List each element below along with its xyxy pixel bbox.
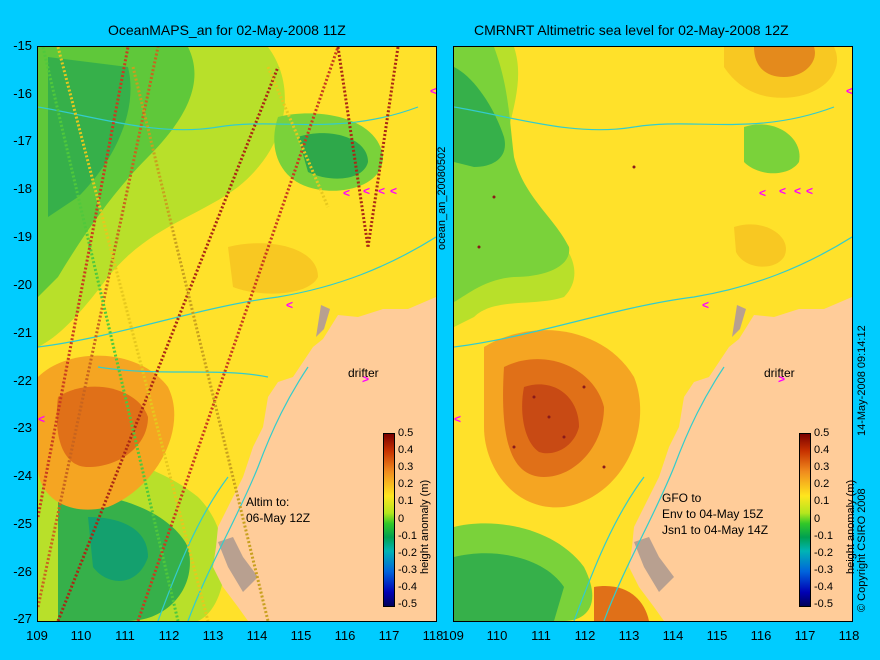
svg-text:<: <: [343, 186, 350, 200]
svg-text:<: <: [454, 412, 461, 426]
svg-text:<: <: [286, 298, 293, 312]
cb-tick: 0: [814, 513, 821, 525]
colorbar-right: [799, 433, 811, 607]
x-tick: 114: [662, 628, 684, 643]
cb-tick: -0.5: [814, 598, 833, 610]
cb-tick: 0.4: [814, 444, 830, 456]
cb-tick: -0.5: [398, 598, 417, 610]
y-tick: -22: [13, 373, 32, 388]
y-tick: -27: [13, 611, 32, 626]
y-tick: -15: [13, 38, 32, 53]
x-tick: 112: [574, 628, 596, 643]
cb-tick: 0.1: [814, 495, 830, 507]
cb-tick: -0.2: [814, 547, 833, 559]
y-tick: -25: [13, 516, 32, 531]
svg-text:<: <: [794, 184, 801, 198]
right-map-panel: < < < < < > < < drifter GFO to Env to 04…: [453, 46, 853, 622]
x-tick: 118: [422, 628, 444, 643]
date-stamp-label: 14-May-2008 09:14:12: [856, 325, 868, 436]
y-tick: -20: [13, 277, 32, 292]
svg-text:<: <: [38, 412, 45, 426]
y-tick: -23: [13, 420, 32, 435]
svg-text:<: <: [759, 186, 766, 200]
x-tick: 113: [618, 628, 640, 643]
cb-tick: -0.4: [398, 581, 417, 593]
colorbar-left: [383, 433, 395, 607]
left-map-panel: < < < < < > < < drifter Altim to: 06-May…: [37, 46, 437, 622]
cb-tick: 0.5: [814, 427, 830, 439]
x-tick: 118: [838, 628, 860, 643]
left-map-field: < < < < < > < <: [38, 47, 436, 621]
left-map-title: OceanMAPS_an for 02-May-2008 11Z: [108, 22, 346, 38]
x-tick: 114: [246, 628, 268, 643]
svg-text:>: >: [362, 372, 369, 386]
svg-text:<: <: [363, 184, 370, 198]
y-tick: -17: [13, 133, 32, 148]
y-tick: -24: [13, 468, 32, 483]
svg-text:>: >: [778, 372, 785, 386]
svg-text:<: <: [378, 184, 385, 198]
cb-tick: -0.1: [398, 530, 417, 542]
y-tick: -19: [13, 229, 32, 244]
gfo-note: GFO to Env to 04-May 15Z Jsn1 to 04-May …: [662, 491, 769, 537]
cb-tick: 0.5: [398, 427, 414, 439]
x-tick: 110: [486, 628, 508, 643]
cb-tick: 0.2: [398, 478, 414, 490]
svg-text:<: <: [806, 184, 813, 198]
drifter-label-left: drifter: [348, 366, 379, 380]
x-tick: 117: [794, 628, 816, 643]
x-tick: 109: [26, 628, 48, 643]
x-tick: 116: [750, 628, 772, 643]
svg-text:<: <: [430, 84, 436, 98]
x-tick: 115: [706, 628, 728, 643]
cb-tick: -0.3: [398, 564, 417, 576]
colorbar-left-label: height anomaly (m): [419, 479, 431, 574]
x-tick: 109: [442, 628, 464, 643]
x-tick: 110: [70, 628, 92, 643]
y-tick: -16: [13, 86, 32, 101]
run-id-label: ocean_an_20080502: [436, 146, 448, 250]
right-map-title: CMRNRT Altimetric sea level for 02-May-2…: [474, 22, 789, 38]
y-tick: -26: [13, 564, 32, 579]
x-tick: 115: [290, 628, 312, 643]
x-tick: 113: [202, 628, 224, 643]
cb-tick: 0.1: [398, 495, 414, 507]
cb-tick: -0.4: [814, 581, 833, 593]
altim-note: Altim to: 06-May 12Z: [246, 495, 311, 525]
right-map-field: < < < < < > < <: [454, 47, 852, 621]
drifter-label-right: drifter: [764, 366, 795, 380]
cb-tick: 0.2: [814, 478, 830, 490]
cb-tick: -0.1: [814, 530, 833, 542]
cb-tick: 0.4: [398, 444, 414, 456]
x-tick: 117: [378, 628, 400, 643]
cb-tick: -0.3: [814, 564, 833, 576]
cb-tick: 0.3: [814, 461, 830, 473]
x-tick: 116: [334, 628, 356, 643]
y-tick: -18: [13, 181, 32, 196]
svg-text:<: <: [846, 84, 852, 98]
svg-text:<: <: [779, 184, 786, 198]
y-tick: -21: [13, 325, 32, 340]
x-tick: 111: [115, 628, 135, 643]
copyright-label: © Copyright CSIRO 2008: [856, 488, 868, 612]
cb-tick: 0: [398, 513, 405, 525]
cb-tick: -0.2: [398, 547, 417, 559]
svg-text:<: <: [390, 184, 397, 198]
x-tick: 112: [158, 628, 180, 643]
svg-text:<: <: [702, 298, 709, 312]
cb-tick: 0.3: [398, 461, 414, 473]
x-tick: 111: [531, 628, 551, 643]
